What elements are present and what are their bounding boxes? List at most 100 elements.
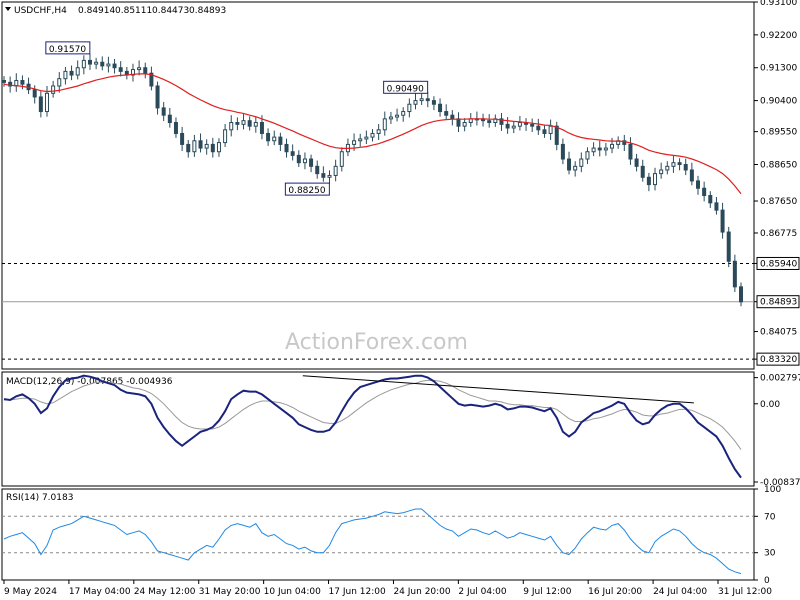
x-tick-label: 9 Jul 12:00 — [523, 587, 572, 597]
candle-body — [505, 123, 510, 129]
main-ytick-label: 0.90400 — [760, 97, 797, 107]
candle-body — [370, 132, 375, 138]
candle-body — [382, 118, 387, 131]
x-tick-label: 31 Jul 12:00 — [718, 587, 772, 597]
candle-body — [259, 122, 264, 134]
candle-body — [327, 174, 332, 178]
candle-body — [57, 78, 62, 87]
candle-body — [180, 132, 185, 145]
candle-body — [149, 72, 154, 87]
candle-body — [567, 158, 572, 171]
main-ytick-label: 0.93100 — [760, 0, 797, 8]
macd-ytick-label: 0.00 — [760, 400, 780, 410]
candle-body — [2, 80, 6, 83]
candle-body — [671, 162, 676, 167]
level-price-box — [756, 352, 800, 366]
candle-body — [622, 140, 627, 145]
candle-body — [100, 61, 105, 67]
candle-body — [278, 136, 283, 145]
candle-body — [167, 114, 172, 124]
candle-body — [517, 122, 522, 127]
main-ytick-label: 0.92200 — [760, 31, 797, 41]
main-ytick-label: 0.87650 — [760, 197, 797, 207]
x-tick-label: 31 May 20:00 — [199, 587, 261, 597]
candle-body — [112, 63, 117, 69]
rsi-ytick-label: 70 — [764, 512, 776, 522]
candle-body — [63, 70, 68, 80]
candle-body — [130, 69, 135, 76]
candle-body — [247, 120, 252, 127]
candle-body — [444, 111, 449, 116]
ohlc-high: 0.85111 — [115, 6, 152, 16]
candle-body — [585, 151, 590, 160]
candle-body — [266, 132, 271, 142]
candle-body — [511, 125, 516, 129]
candle-body — [431, 100, 436, 105]
candle-body — [388, 116, 393, 120]
candle-body — [51, 85, 56, 94]
x-tick-label: 17 Jun 12:00 — [329, 587, 386, 597]
candle-body — [38, 96, 43, 113]
candle-body — [499, 118, 504, 125]
candle-body — [302, 158, 307, 164]
candle-body — [358, 138, 363, 142]
x-tick-label: 17 May 04:00 — [69, 587, 131, 597]
macd-main-line — [3, 374, 742, 479]
candle-body — [726, 231, 731, 262]
candle-body — [186, 143, 191, 153]
level-price-box — [756, 295, 800, 309]
candle-body — [364, 136, 369, 140]
candle-body — [210, 143, 215, 153]
x-tick-label: 24 Jun 20:00 — [393, 587, 450, 597]
candle-body — [542, 129, 547, 134]
candle-body — [646, 176, 651, 186]
candle-body — [659, 169, 664, 175]
candle-body — [413, 100, 418, 105]
candle-body — [610, 143, 615, 149]
ohlc-close: 0.84893 — [189, 6, 226, 16]
candle-body — [683, 164, 688, 171]
candle-body — [407, 103, 412, 113]
candle-body — [118, 67, 123, 72]
candle-body — [425, 98, 430, 102]
swing-annotation-label: 0.88250 — [288, 186, 325, 196]
watermark-text: ActionForex.com — [285, 330, 468, 355]
candle-body — [573, 165, 578, 171]
macd-trendline — [302, 375, 694, 404]
level-price-box — [756, 256, 800, 270]
panel-frame-rsi — [1, 488, 755, 581]
candle-body — [81, 59, 86, 69]
candle-body — [739, 286, 743, 303]
main-ytick-label: 0.84893 — [760, 298, 797, 308]
candle-body — [339, 151, 344, 167]
swing-annotation-box — [45, 41, 91, 55]
swing-annotation-box — [383, 80, 429, 94]
candle-body — [44, 92, 49, 113]
panel-frame-macd — [1, 371, 755, 487]
candle-body — [653, 173, 658, 186]
candle-body — [69, 70, 74, 76]
ohlc-low: 0.84473 — [152, 6, 189, 16]
rsi-ytick-label: 0 — [764, 576, 770, 586]
candle-body — [204, 143, 209, 149]
candle-body — [143, 67, 148, 74]
rsi-label: RSI(14) 7.0183 — [6, 493, 73, 503]
candle-body — [155, 85, 160, 109]
candle-body — [106, 63, 111, 67]
candle-body — [216, 142, 221, 153]
x-tick-label: 2 Jul 04:00 — [458, 587, 507, 597]
candle-body — [419, 98, 424, 102]
candle-body — [241, 120, 246, 125]
rsi-ytick-label: 30 — [764, 549, 776, 559]
rsi-ytick-label: 100 — [764, 485, 781, 495]
candle-body — [401, 111, 406, 116]
candle-body — [462, 122, 467, 127]
x-tick-label: 16 Jul 20:00 — [588, 587, 642, 597]
candle-body — [714, 202, 719, 211]
candle-body — [597, 147, 602, 151]
moving-average-line — [3, 73, 742, 195]
candle-body — [640, 165, 645, 178]
candle-body — [395, 114, 400, 118]
candle-body — [229, 122, 234, 131]
candle-body — [696, 180, 701, 189]
